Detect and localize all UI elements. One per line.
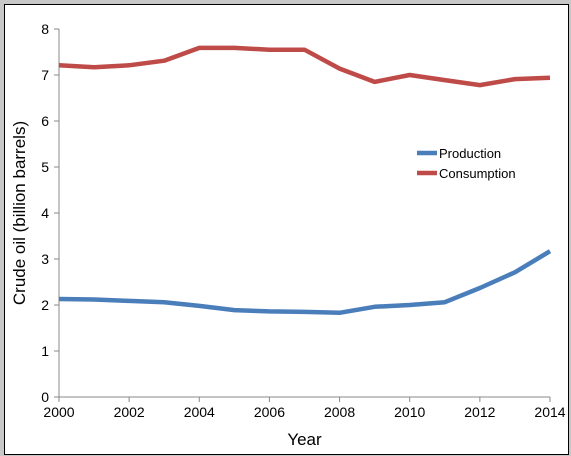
axes [54, 28, 551, 402]
x-tick-label: 2000 [43, 404, 74, 420]
legend-label-consumption: Consumption [439, 166, 516, 181]
x-tick-label: 2012 [464, 404, 495, 420]
x-tick-label: 2008 [324, 404, 355, 420]
legend: Production Consumption [417, 146, 516, 181]
y-tick-label: 1 [41, 343, 49, 359]
y-axis-title: Crude oil (billion barrels) [10, 121, 29, 305]
y-tick-label: 8 [41, 21, 49, 37]
y-tick-label: 7 [41, 67, 49, 83]
y-tick-label: 2 [41, 297, 49, 313]
x-tick-labels: 2000 2002 2004 2006 2008 2010 2012 2014 [43, 404, 565, 420]
x-tick-label: 2014 [534, 404, 565, 420]
chart-panel: 2000 2002 2004 2006 2008 2010 2012 2014 0 1 2 3 4 5 6… [4, 4, 569, 455]
y-tick-label: 0 [41, 389, 49, 405]
y-tick-labels: 0 1 2 3 4 5 6 7 8 [41, 21, 49, 405]
legend-label-production: Production [439, 146, 501, 161]
x-tick-label: 2006 [254, 404, 285, 420]
y-tick-label: 3 [41, 251, 49, 267]
y-tick-label: 5 [41, 159, 49, 175]
y-tick-label: 4 [41, 205, 49, 221]
series-line-consumption [58, 45, 551, 88]
x-tick-label: 2010 [394, 404, 425, 420]
x-tick-label: 2002 [114, 404, 145, 420]
series-lines [58, 45, 552, 316]
line-chart: 2000 2002 2004 2006 2008 2010 2012 2014 0 1 2 3 4 5 6… [10, 21, 566, 449]
x-axis-title: Year [287, 430, 322, 449]
series-line-production [58, 249, 552, 316]
x-tick-label: 2004 [184, 404, 215, 420]
y-tick-label: 6 [41, 113, 49, 129]
